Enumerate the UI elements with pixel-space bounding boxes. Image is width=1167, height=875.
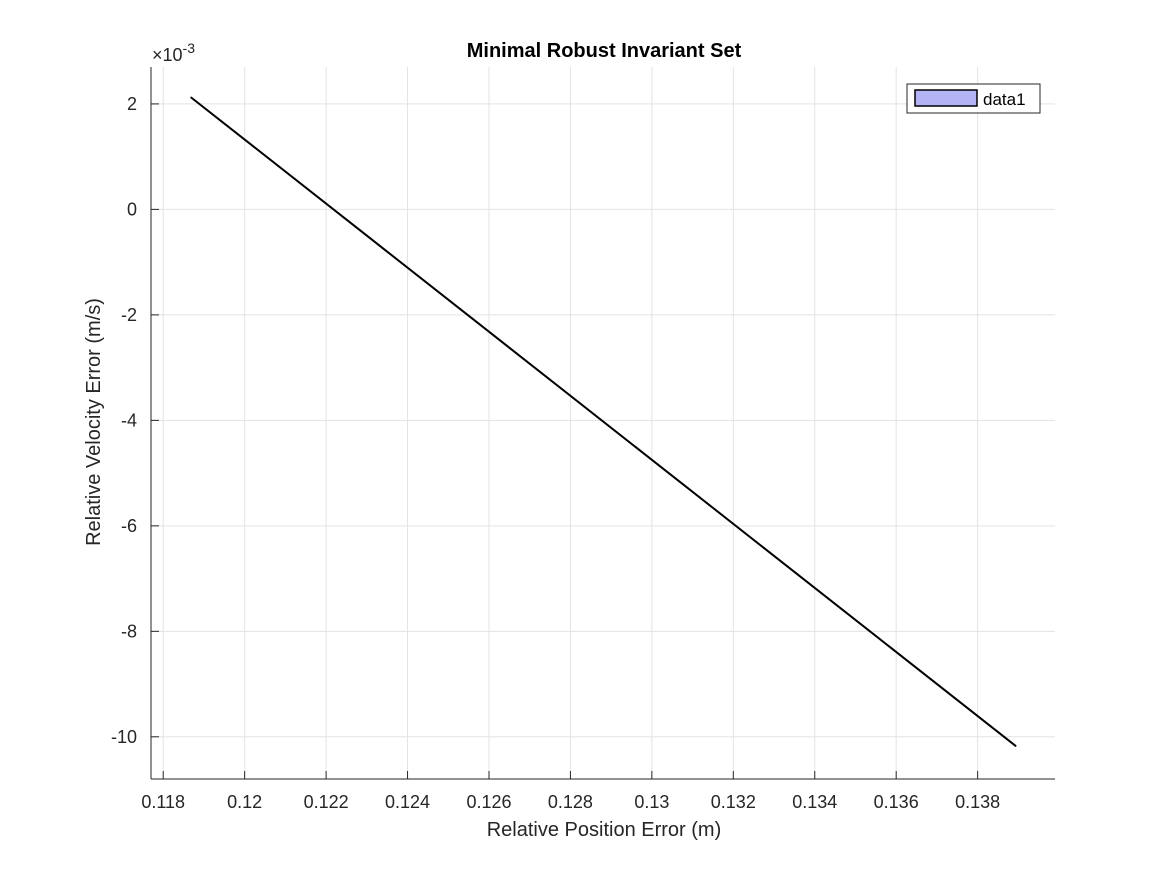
- legend: data1: [906, 83, 1041, 114]
- x-tick-label: 0.136: [874, 792, 919, 812]
- y-exponent-base: ×10: [152, 45, 183, 65]
- legend-swatch: [914, 89, 978, 107]
- series-data1-line: [190, 96, 1017, 747]
- legend-label: data1: [983, 90, 1026, 109]
- y-tick-label: -2: [121, 305, 137, 325]
- x-tick-label: 0.134: [792, 792, 837, 812]
- y-tick-label: 0: [127, 199, 137, 219]
- x-tick-label: 0.132: [711, 792, 756, 812]
- y-exponent-power: -3: [183, 40, 196, 56]
- y-tick-label: -6: [121, 516, 137, 536]
- axis-lines: [150, 67, 1055, 780]
- y-tick-label: 2: [127, 94, 137, 114]
- x-tick-label: 0.128: [548, 792, 593, 812]
- x-tick-label: 0.12: [227, 792, 262, 812]
- x-tick-label: 0.118: [141, 792, 185, 812]
- series-layer: [190, 96, 1017, 747]
- y-tick-label: -8: [121, 621, 137, 641]
- x-tick-label: 0.126: [466, 792, 511, 812]
- y-tick-label: -10: [111, 727, 137, 747]
- svg-text:×10-3: ×10-3: [152, 40, 195, 65]
- chart-title: Minimal Robust Invariant Set: [467, 40, 742, 62]
- y-exponent-label: ×10-3: [152, 40, 195, 65]
- x-axis-label: Relative Position Error (m): [487, 819, 722, 841]
- ticks: 0.118 0.12 0.122 0.124 0.126 0.128 0.13 0.132 0.…: [111, 94, 1000, 812]
- y-tick-label: -4: [121, 410, 137, 430]
- y-axis-label: Relative Velocity Error (m/s): [83, 298, 105, 546]
- x-tick-label: 0.122: [304, 792, 349, 812]
- grid: [151, 67, 1055, 779]
- x-tick-label: 0.13: [634, 792, 669, 812]
- x-tick-label: 0.138: [955, 792, 1000, 812]
- x-tick-label: 0.124: [385, 792, 430, 812]
